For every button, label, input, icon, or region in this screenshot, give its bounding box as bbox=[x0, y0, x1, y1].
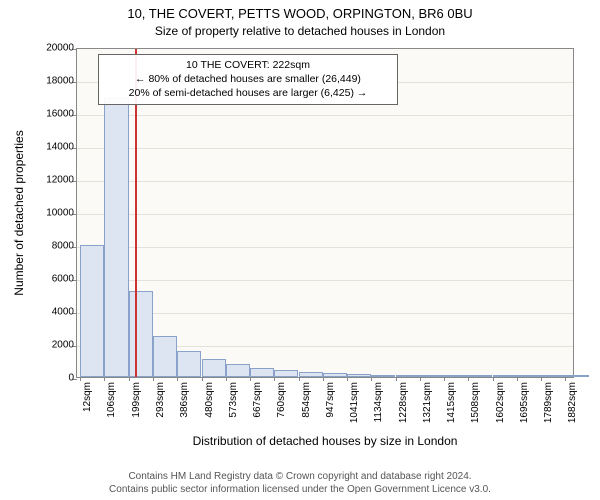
y-axis-label: Number of detached properties bbox=[12, 48, 26, 378]
y-tick: 12000 bbox=[26, 175, 74, 186]
x-tick: 1134sqm bbox=[373, 382, 384, 422]
x-tick: 199sqm bbox=[131, 382, 142, 418]
x-tick: 1695sqm bbox=[519, 382, 530, 423]
histogram-bar bbox=[202, 359, 226, 377]
y-tick: 8000 bbox=[26, 241, 74, 252]
x-tick: 1321sqm bbox=[422, 382, 433, 423]
y-tick: 16000 bbox=[26, 109, 74, 120]
y-tick: 6000 bbox=[26, 274, 74, 285]
footer-line1: Contains HM Land Registry data © Crown c… bbox=[0, 470, 600, 483]
chart-subtitle: Size of property relative to detached ho… bbox=[0, 24, 600, 38]
histogram-bar bbox=[274, 370, 298, 377]
histogram-bar bbox=[371, 375, 395, 377]
histogram-bar bbox=[226, 364, 250, 377]
x-tick: 293sqm bbox=[155, 382, 166, 418]
x-tick: 1228sqm bbox=[398, 382, 409, 423]
histogram-bar bbox=[468, 375, 492, 377]
x-tick: 1882sqm bbox=[567, 382, 578, 423]
x-tick: 1789sqm bbox=[543, 382, 554, 423]
histogram-bar bbox=[347, 374, 371, 377]
histogram-bar bbox=[177, 351, 201, 377]
x-tick: 1508sqm bbox=[470, 382, 481, 423]
annotation-line1: 10 THE COVERT: 222sqm bbox=[107, 58, 389, 72]
histogram-bar bbox=[250, 368, 274, 377]
x-tick: 573sqm bbox=[228, 382, 239, 418]
annotation-line2: ← 80% of detached houses are smaller (26… bbox=[107, 72, 389, 86]
y-tick: 2000 bbox=[26, 340, 74, 351]
x-tick: 1041sqm bbox=[349, 382, 360, 423]
annotation-line3: 20% of semi-detached houses are larger (… bbox=[107, 86, 389, 100]
y-tick: 20000 bbox=[26, 43, 74, 54]
histogram-bar bbox=[299, 372, 323, 377]
annotation-box: 10 THE COVERT: 222sqm ← 80% of detached … bbox=[98, 54, 398, 105]
histogram-bar bbox=[396, 375, 420, 377]
histogram-bar bbox=[565, 375, 589, 377]
x-tick: 1415sqm bbox=[446, 382, 457, 423]
x-tick: 854sqm bbox=[301, 382, 312, 418]
x-tick: 1602sqm bbox=[495, 382, 506, 423]
histogram-bar bbox=[493, 375, 517, 377]
footer-line2: Contains public sector information licen… bbox=[0, 483, 600, 496]
histogram-bar bbox=[420, 375, 444, 377]
x-tick: 760sqm bbox=[276, 382, 287, 418]
y-tick: 18000 bbox=[26, 76, 74, 87]
y-tick: 0 bbox=[26, 373, 74, 384]
y-tick: 4000 bbox=[26, 307, 74, 318]
y-tick: 10000 bbox=[26, 208, 74, 219]
x-tick: 480sqm bbox=[204, 382, 215, 418]
histogram-bar bbox=[153, 336, 177, 377]
x-tick: 12sqm bbox=[82, 382, 93, 412]
histogram-bar bbox=[80, 245, 104, 377]
histogram-bar bbox=[517, 375, 541, 377]
histogram-bar bbox=[541, 375, 565, 377]
y-tick: 14000 bbox=[26, 142, 74, 153]
x-tick: 947sqm bbox=[325, 382, 336, 418]
chart-container: 10, THE COVERT, PETTS WOOD, ORPINGTON, B… bbox=[0, 0, 600, 500]
x-tick: 386sqm bbox=[179, 382, 190, 418]
x-tick: 667sqm bbox=[252, 382, 263, 418]
chart-title: 10, THE COVERT, PETTS WOOD, ORPINGTON, B… bbox=[0, 6, 600, 21]
histogram-bar bbox=[104, 98, 128, 377]
histogram-bar bbox=[129, 291, 153, 377]
x-tick: 106sqm bbox=[106, 382, 117, 418]
x-axis-label: Distribution of detached houses by size … bbox=[76, 434, 574, 448]
footer-attribution: Contains HM Land Registry data © Crown c… bbox=[0, 470, 600, 496]
histogram-bar bbox=[323, 373, 347, 377]
histogram-bar bbox=[444, 375, 468, 377]
